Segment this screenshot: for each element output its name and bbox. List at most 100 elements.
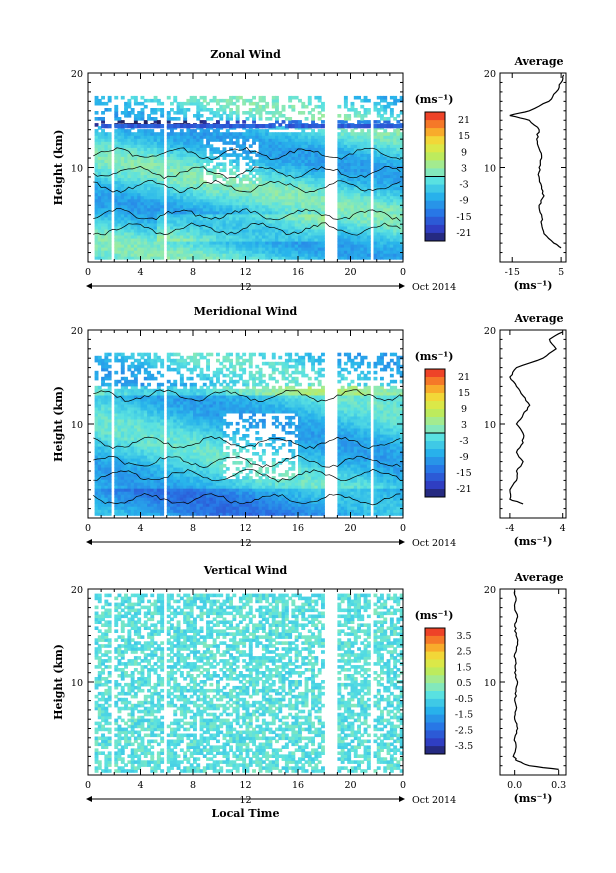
heatmap-cell [147,195,151,200]
heatmap-cell [94,509,99,513]
heatmap-cell [179,244,184,248]
heatmap-cell [133,488,138,492]
heatmap-cell [127,485,132,489]
heatmap-cell [176,192,181,197]
heatmap-cell [127,403,132,408]
heatmap-cell [298,216,302,221]
heatmap-cell [399,124,404,129]
heatmap-cell [373,156,378,160]
heatmap-cell [156,156,161,160]
heatmap-cell [153,183,158,188]
heatmap-cell [225,225,230,230]
heatmap-cell [357,253,361,257]
heatmap-cell [193,241,197,245]
heatmap-cell [219,213,224,218]
heatmap-cell [212,132,217,136]
heatmap-cell [97,470,102,474]
heatmap-cell [114,370,119,375]
heatmap-cell [183,228,188,233]
heatmap-cell [104,424,109,429]
heatmap-cell [271,153,276,157]
heatmap-cell [107,418,112,423]
heatmap-cell [104,418,109,423]
heatmap-cell [380,138,384,142]
heatmap-cell [383,174,388,179]
heatmap-cell [166,138,171,142]
heatmap-cell [170,138,174,142]
heatmap-cell [114,497,119,501]
heatmap-cell [97,153,102,157]
heatmap-cell [337,144,342,148]
heatmap-cell [101,111,105,115]
heatmap-cell [225,207,230,212]
heatmap-cell [209,235,214,239]
heatmap-cell [101,479,105,483]
heatmap-cell [117,467,122,471]
heatmap-cell [380,141,384,145]
heatmap-cell [301,147,306,151]
heatmap-cell [153,156,158,160]
heatmap-cell [396,177,401,182]
heatmap-cell [202,108,207,112]
heatmap-cell [117,129,122,133]
heatmap-cell [258,162,263,166]
heatmap-cell [196,192,201,197]
heatmap-cell [393,147,398,151]
heatmap-cell [97,253,102,257]
heatmap-cell [255,138,260,142]
heatmap-cell [383,183,388,188]
heatmap-cell [245,111,250,115]
heatmap-cell [140,476,145,480]
heatmap-cell [170,159,174,163]
heatmap-cell [114,183,119,188]
heatmap-cell [357,228,361,233]
heatmap-cell [294,159,299,163]
heatmap-cell [114,464,119,468]
heatmap-cell [314,156,319,160]
heatmap-cell [347,235,352,239]
heatmap-cell [147,156,151,160]
heatmap-cell [298,225,302,230]
heatmap-cell [130,406,135,411]
heatmap-cell [219,114,224,118]
heatmap-cell [160,238,165,242]
heatmap-cell [347,207,352,212]
heatmap-cell [278,210,283,215]
heatmap-cell [183,144,188,148]
heatmap-cell [255,201,260,206]
heatmap-cell [120,467,125,471]
heatmap-cell [133,135,138,139]
heatmap-cell [107,394,112,399]
heatmap-cell [133,452,138,456]
heatmap-cell [117,180,122,185]
heatmap-cell [284,162,289,166]
heatmap-cell [170,235,174,239]
heatmap-cell [97,479,102,483]
heatmap-cell [399,183,404,188]
heatmap-cell [278,253,283,257]
heatmap-cell [186,98,191,103]
heatmap-cell [124,171,128,176]
heatmap-cell [340,124,345,129]
heatmap-cell [173,186,178,191]
heatmap-cell [252,231,256,236]
heatmap-cell [183,216,188,221]
heatmap-cell [268,174,273,179]
heatmap-cell [107,174,112,179]
heatmap-cell [383,177,388,182]
heatmap-cell [242,238,247,242]
heatmap-cell [140,452,145,456]
heatmap-cell [170,171,174,176]
heatmap-cell [307,204,312,209]
heatmap-cell [278,189,283,194]
heatmap-cell [130,479,135,483]
heatmap-cell [353,189,358,194]
heatmap-cell [347,256,352,260]
heatmap-cell [107,491,112,495]
heatmap-cell [150,124,155,129]
heatmap-cell [104,427,109,432]
heatmap-cell [366,222,371,227]
heatmap-cell [150,186,155,191]
heatmap-cell [268,132,273,136]
heatmap-cell [216,147,220,151]
